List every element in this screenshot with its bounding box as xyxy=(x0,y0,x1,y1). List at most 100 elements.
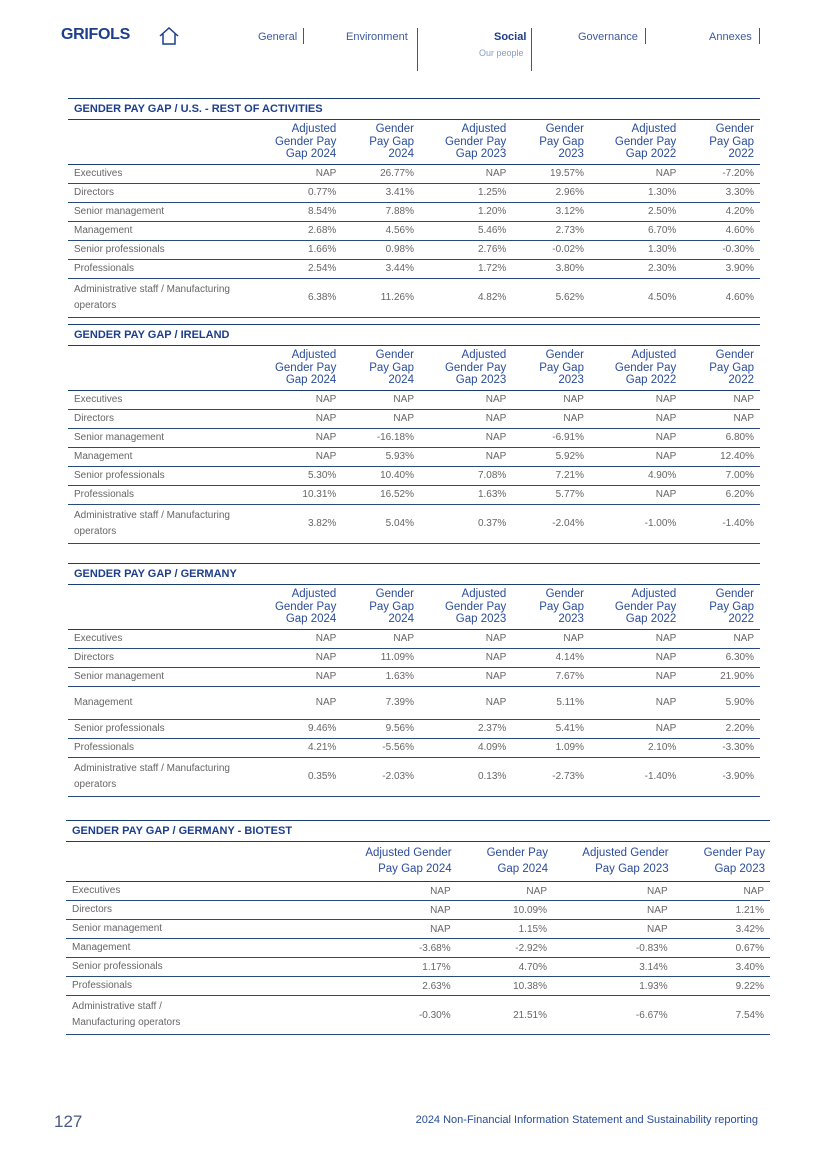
table-row: Directors NAP 11.09% NAP 4.14% NAP 6.30% xyxy=(68,648,760,668)
value-cell: 1.15% xyxy=(456,919,553,939)
value-cell: 19.57% xyxy=(512,164,590,184)
column-header: Adjusted Gender Pay Gap 2024 xyxy=(250,585,343,630)
value-cell: 2.37% xyxy=(419,719,513,739)
value-cell: -1.40% xyxy=(589,757,683,797)
table-row: Administrative staff / Manufacturing ope… xyxy=(68,757,760,797)
value-cell: 0.67% xyxy=(673,938,770,958)
row-label: Senior professionals xyxy=(68,466,250,486)
row-label: Directors xyxy=(68,409,250,429)
table-row: Professionals 2.63% 10.38% 1.93% 9.22% xyxy=(66,976,770,996)
value-cell: NAP xyxy=(250,629,343,649)
value-cell: -2.04% xyxy=(512,504,590,544)
header-blank xyxy=(68,120,250,165)
row-label: Management xyxy=(66,938,336,958)
nav-annexes[interactable]: Annexes xyxy=(709,31,752,43)
value-cell: NAP xyxy=(250,667,343,687)
row-label: Directors xyxy=(68,648,250,668)
table-row: Senior professionals 5.30% 10.40% 7.08% 7.21… xyxy=(68,466,760,486)
row-label: Senior professionals xyxy=(66,957,336,977)
nav-general[interactable]: General xyxy=(258,31,298,43)
value-cell: -7.20% xyxy=(682,164,760,184)
value-cell: 5.30% xyxy=(250,466,343,486)
value-cell: NAP xyxy=(419,164,513,184)
table-germany-biotest: GENDER PAY GAP / GERMANY - BIOTEST Adjust… xyxy=(66,820,770,1035)
home-icon[interactable] xyxy=(158,26,180,46)
value-cell: NAP xyxy=(552,881,674,901)
value-cell: NAP xyxy=(589,409,683,429)
row-label: Senior management xyxy=(68,667,250,687)
value-cell: NAP xyxy=(250,409,343,429)
value-cell: 5.04% xyxy=(342,504,420,544)
value-cell: NAP xyxy=(419,409,513,429)
value-cell: 4.14% xyxy=(512,648,590,668)
column-header: Adjusted Gender Pay Gap 2024 xyxy=(250,120,343,165)
value-cell: 1.09% xyxy=(512,738,590,758)
row-label: Senior management xyxy=(66,919,336,939)
value-cell: 5.62% xyxy=(512,278,590,318)
value-cell: 8.54% xyxy=(250,202,343,222)
value-cell: 10.31% xyxy=(250,485,343,505)
data-table: Adjusted Gender Pay Gap 2024 Gender Pay G… xyxy=(68,585,760,797)
value-cell: 9.46% xyxy=(250,719,343,739)
table-row: Management -3.68% -2.92% -0.83% 0.67% xyxy=(66,938,770,958)
column-header: Adjusted Gender Pay Gap 2023 xyxy=(552,842,674,882)
value-cell: 6.20% xyxy=(682,485,760,505)
value-cell: -1.40% xyxy=(682,504,760,544)
column-header: Adjusted Gender Pay Gap 2023 xyxy=(419,585,513,630)
value-cell: 3.44% xyxy=(342,259,420,279)
row-label: Management xyxy=(68,447,250,467)
table-row: Senior management NAP 1.15% NAP 3.42% xyxy=(66,919,770,939)
value-cell: 2.96% xyxy=(512,183,590,203)
value-cell: 3.12% xyxy=(512,202,590,222)
value-cell: 4.50% xyxy=(589,278,683,318)
column-header: Gender Pay Gap 2023 xyxy=(512,120,590,165)
value-cell: 2.63% xyxy=(336,976,457,996)
value-cell: NAP xyxy=(250,390,343,410)
row-label: Professionals xyxy=(66,976,336,996)
value-cell: NAP xyxy=(552,919,674,939)
value-cell: NAP xyxy=(250,428,343,448)
nav-environment[interactable]: Environment xyxy=(346,31,408,43)
value-cell: 1.30% xyxy=(589,240,683,260)
value-cell: 11.09% xyxy=(342,648,420,668)
value-cell: 9.22% xyxy=(673,976,770,996)
value-cell: NAP xyxy=(589,390,683,410)
value-cell: 21.51% xyxy=(456,995,553,1035)
table-row: Senior management 8.54% 7.88% 1.20% 3.12% 2.5… xyxy=(68,202,760,222)
value-cell: 1.72% xyxy=(419,259,513,279)
column-header: Adjusted Gender Pay Gap 2022 xyxy=(589,120,683,165)
nav-social[interactable]: Social xyxy=(494,31,527,43)
value-cell: NAP xyxy=(512,629,590,649)
nav-social-sub[interactable]: Our people xyxy=(479,48,524,58)
value-cell: NAP xyxy=(250,686,343,720)
value-cell: NAP xyxy=(419,390,513,410)
table-row: Executives NAP NAP NAP NAP NAP NAP xyxy=(68,629,760,649)
value-cell: -2.03% xyxy=(342,757,420,797)
row-label: Directors xyxy=(68,183,250,203)
value-cell: 5.46% xyxy=(419,221,513,241)
value-cell: 6.80% xyxy=(682,428,760,448)
column-header: Adjusted Gender Pay Gap 2022 xyxy=(589,346,683,391)
value-cell: 5.90% xyxy=(682,686,760,720)
value-cell: -0.30% xyxy=(682,240,760,260)
value-cell: NAP xyxy=(589,719,683,739)
table-row: Senior management NAP -16.18% NAP -6.91% NAP 6… xyxy=(68,428,760,448)
value-cell: -2.73% xyxy=(512,757,590,797)
value-cell: NAP xyxy=(589,667,683,687)
value-cell: NAP xyxy=(589,164,683,184)
value-cell: NAP xyxy=(589,485,683,505)
value-cell: 4.09% xyxy=(419,738,513,758)
nav-governance[interactable]: Governance xyxy=(578,31,638,43)
footer-title: 2024 Non-Financial Information Statement… xyxy=(415,1114,758,1126)
value-cell: 0.77% xyxy=(250,183,343,203)
column-header: Gender Pay Gap 2024 xyxy=(342,346,420,391)
value-cell: 4.60% xyxy=(682,278,760,318)
value-cell: 3.40% xyxy=(673,957,770,977)
value-cell: 3.14% xyxy=(552,957,674,977)
data-table: Adjusted Gender Pay Gap 2024 Gender Pay G… xyxy=(66,842,770,1035)
value-cell: NAP xyxy=(336,919,457,939)
value-cell: -5.56% xyxy=(342,738,420,758)
value-cell: NAP xyxy=(419,428,513,448)
value-cell: 1.25% xyxy=(419,183,513,203)
table-us-rest: GENDER PAY GAP / U.S. - REST OF ACTIVITI… xyxy=(68,98,760,318)
